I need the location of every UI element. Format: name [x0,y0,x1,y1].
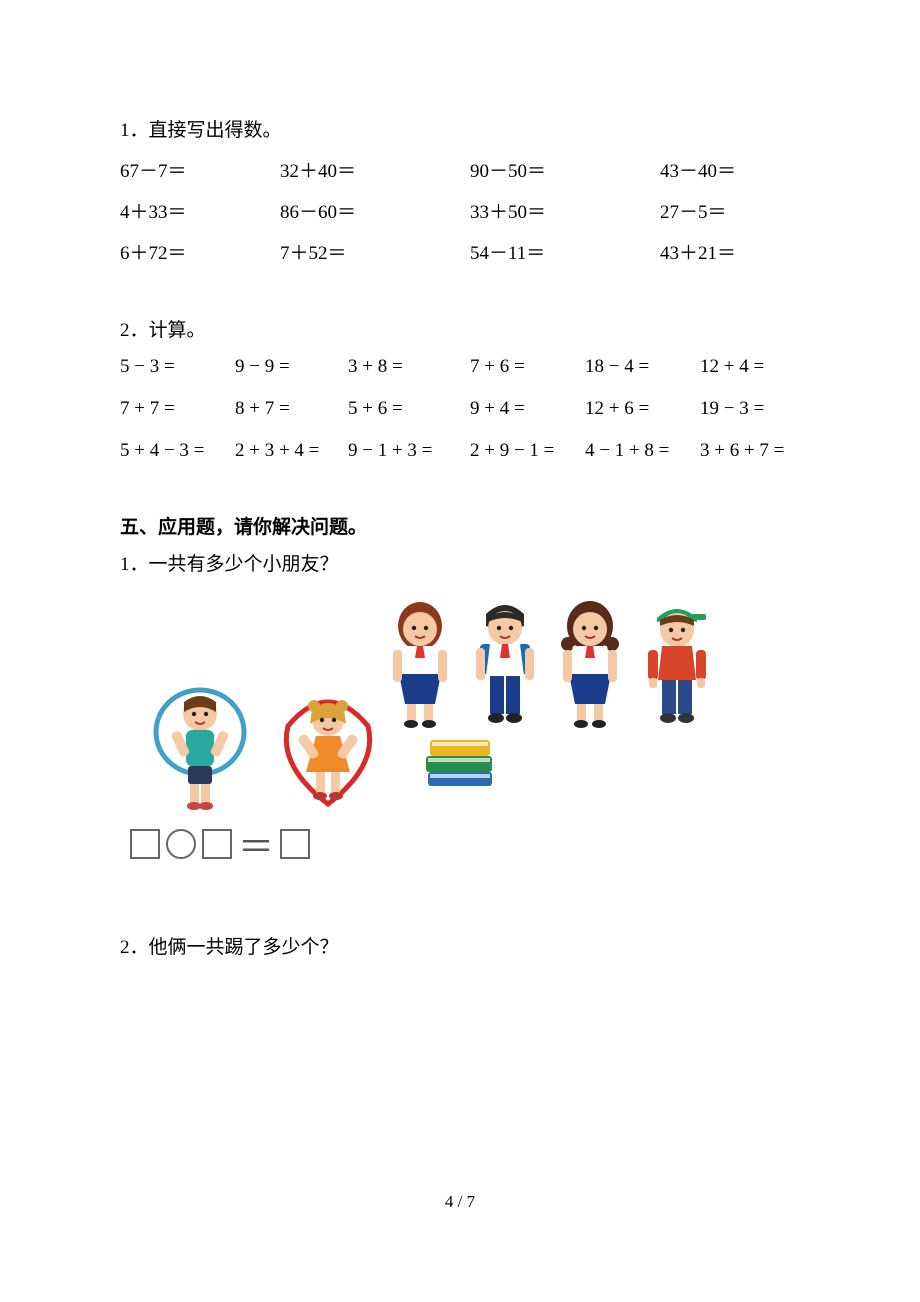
section5-p2-title: 2．他俩一共踢了多少个？ [120,932,800,959]
section5-title: 五、应用题，请你解决问题。 [120,512,800,539]
page-number: 4 / 7 [0,1192,920,1212]
school-boy-icon [460,596,550,731]
q2-cell: 4 − 1 + 8 = [585,440,700,462]
equation-template: ＝ [130,818,800,870]
q2-cell: 7 + 6 = [470,356,585,378]
result-box-icon [280,829,310,859]
q1-cell: 4＋33＝ [120,197,280,224]
q1-cell: 67－7＝ [120,156,280,183]
q1-cell: 27－5＝ [660,197,800,224]
school-girl-left-icon [375,596,465,731]
q2-cell: 2 + 3 + 4 = [235,440,348,462]
q1-cell: 32＋40＝ [280,156,470,183]
q2-cell: 12 + 4 = [700,356,800,378]
q1-cell: 33＋50＝ [470,197,660,224]
q2-cell: 3 + 6 + 7 = [700,440,800,462]
jumprope-boy-icon [140,684,260,814]
q2-cell: 5 − 3 = [120,356,235,378]
q2-title: 2．计算。 [120,315,800,342]
q2-cell: 9 − 1 + 3 = [348,440,470,462]
q1-cell: 43－40＝ [660,156,800,183]
q1-cell: 54－11＝ [470,238,660,265]
q2-cell: 12 + 6 = [585,398,700,420]
operator-circle-icon [166,829,196,859]
q2-cell: 3 + 8 = [348,356,470,378]
q2-cell: 9 − 9 = [235,356,348,378]
q1-cell: 7＋52＝ [280,238,470,265]
q2-cell: 18 − 4 = [585,356,700,378]
operand-box-icon [130,829,160,859]
q1-cell: 6＋72＝ [120,238,280,265]
q1-grid: 67－7＝ 32＋40＝ 90－50＝ 43－40＝ 4＋33＝ 86－60＝ … [120,156,800,265]
q2-cell: 19 − 3 = [700,398,800,420]
equals-sign: ＝ [238,818,274,870]
q2-cell: 5 + 6 = [348,398,470,420]
q2-cell: 5 + 4 − 3 = [120,440,235,462]
school-girl-right-icon [545,596,635,731]
q2-cell: 9 + 4 = [470,398,585,420]
q2-cell: 2 + 9 − 1 = [470,440,585,462]
books-icon [420,734,500,792]
q1-cell: 86－60＝ [280,197,470,224]
q2-grid: 5 − 3 = 9 − 9 = 3 + 8 = 7 + 6 = 18 − 4 =… [120,356,800,462]
q2-cell: 8 + 7 = [235,398,348,420]
q1-cell: 90－50＝ [470,156,660,183]
q1-cell: 43＋21＝ [660,238,800,265]
operand-box-icon [202,829,232,859]
casual-boy-icon [632,596,722,731]
q1-title: 1．直接写出得数。 [120,115,800,142]
jumprope-girl-icon [268,686,388,814]
kids-illustration [140,594,730,814]
q2-cell: 7 + 7 = [120,398,235,420]
section5-p1-title: 1．一共有多少个小朋友？ [120,549,800,576]
